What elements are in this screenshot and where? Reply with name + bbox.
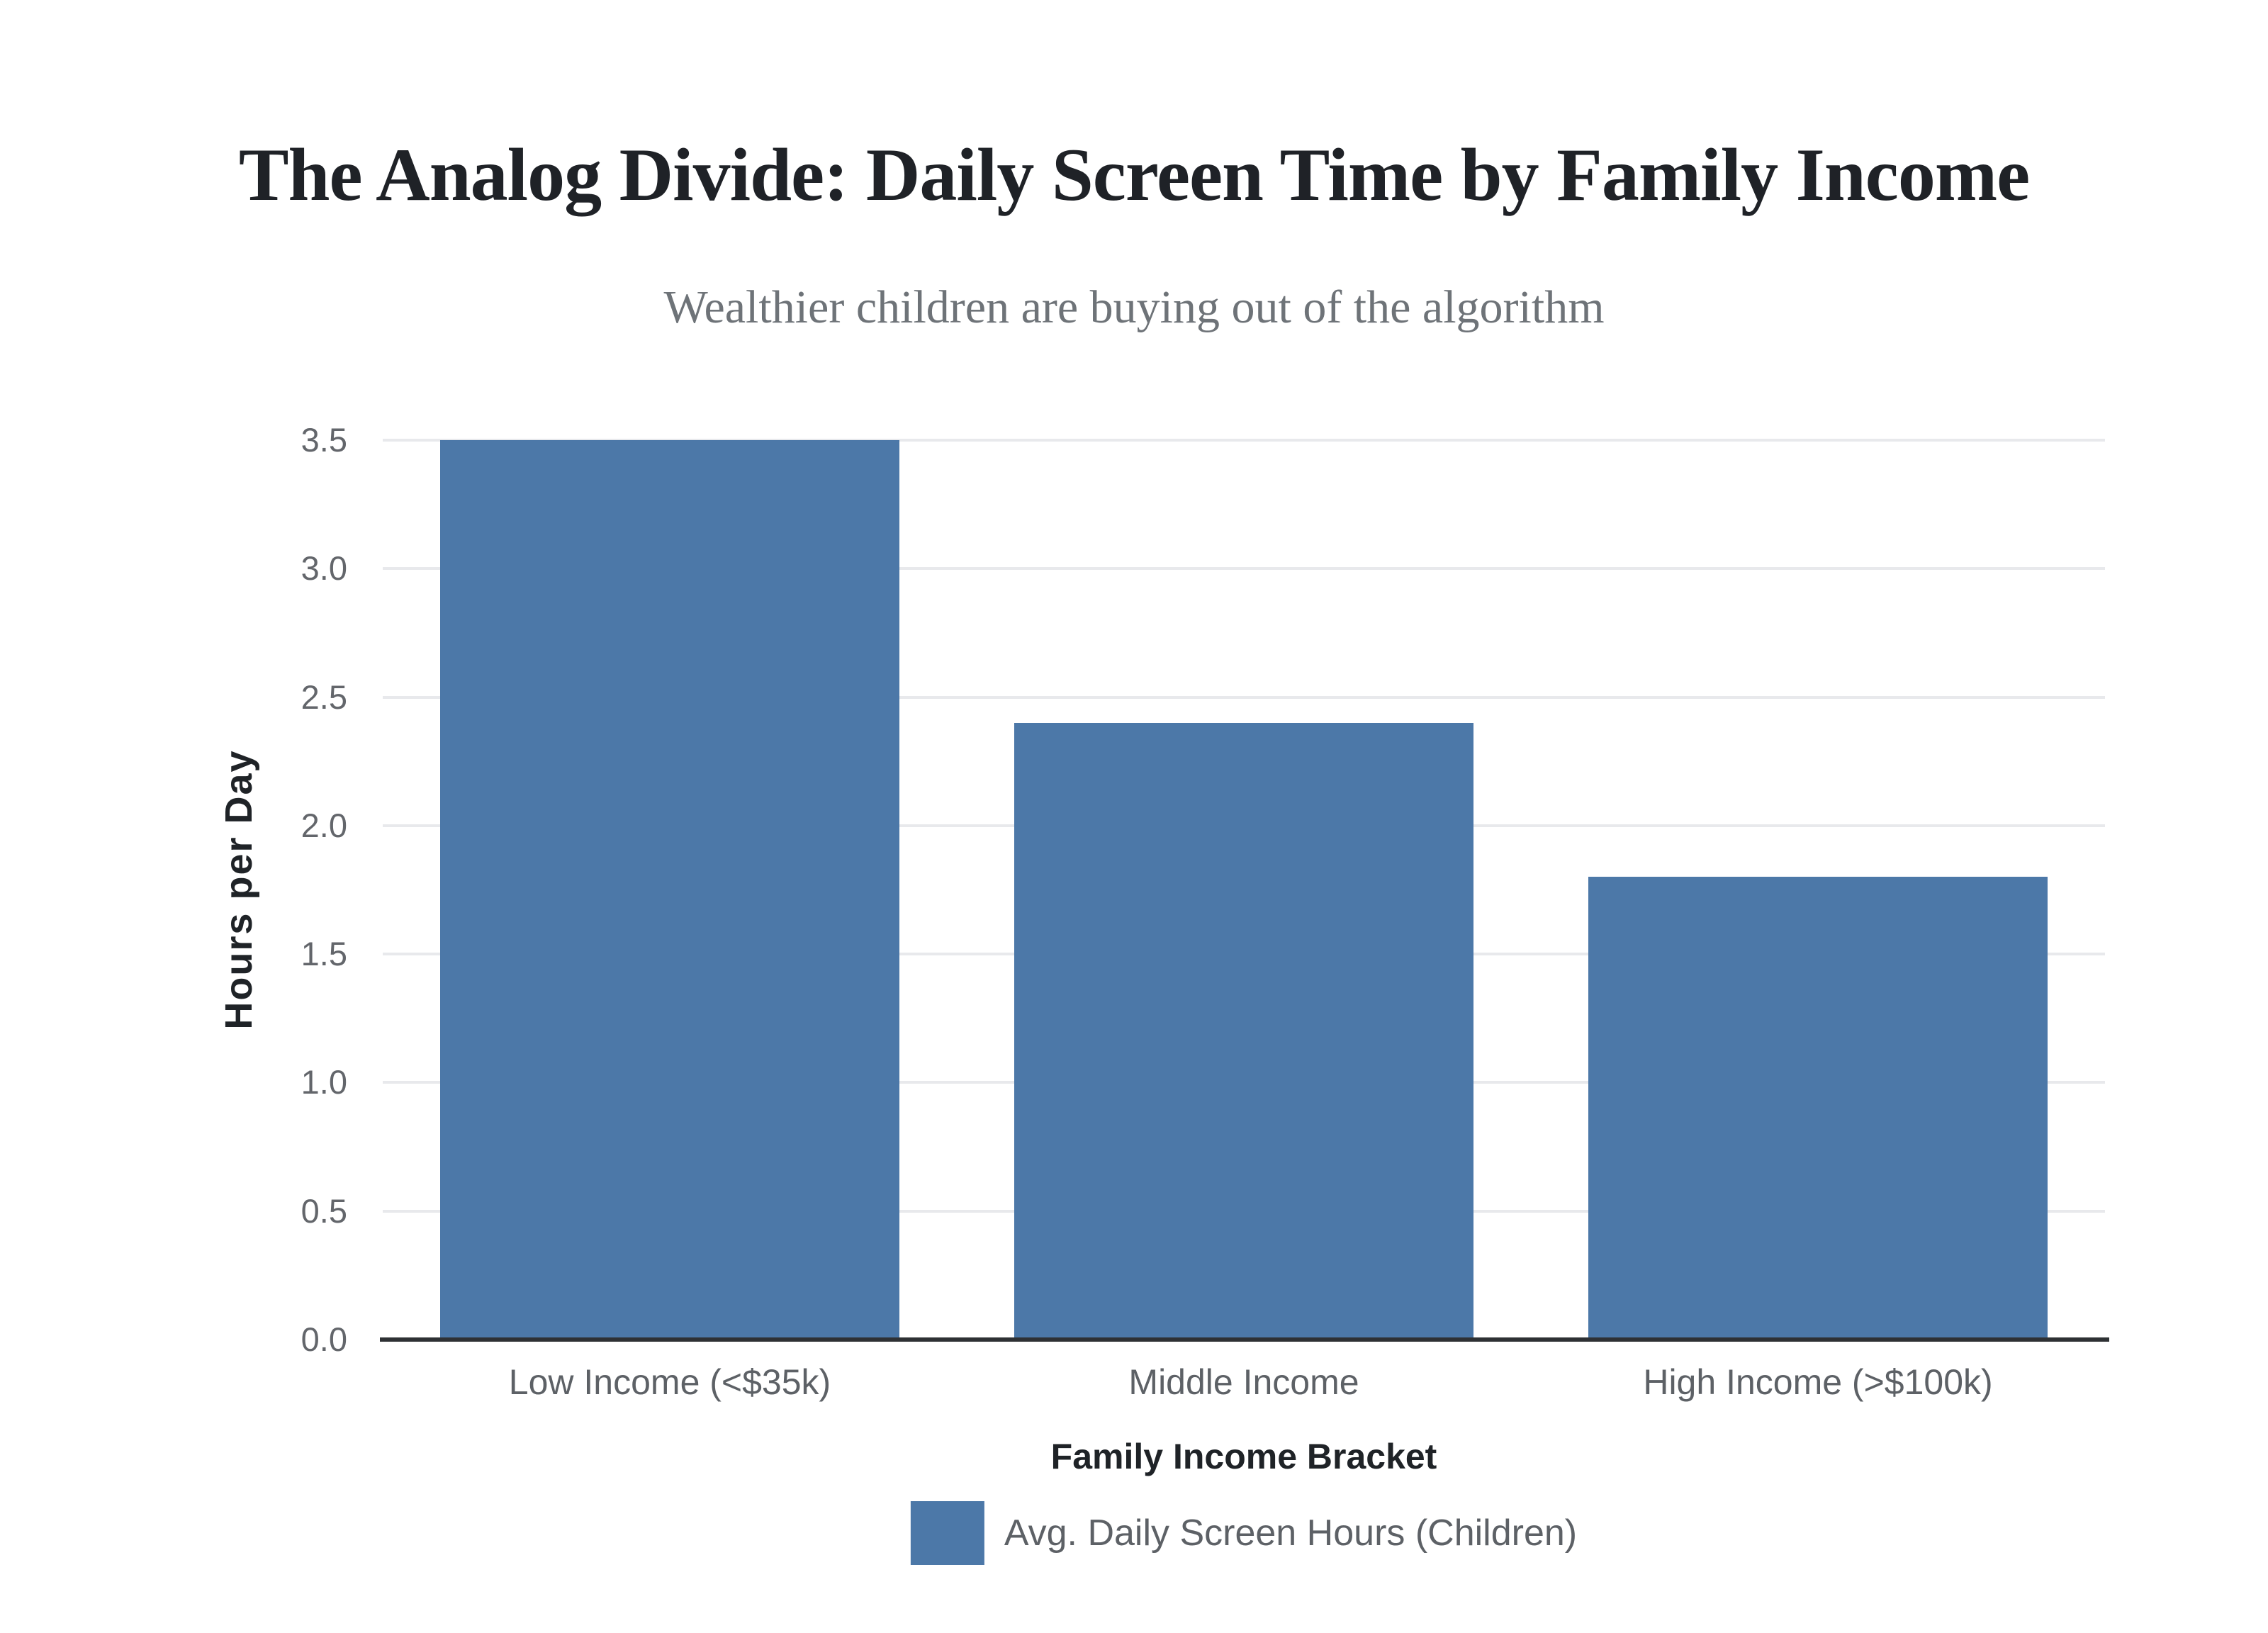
gridline-y-3.5: [383, 439, 2105, 442]
x-tick-label-1: Low Income (<$35k): [508, 1362, 831, 1402]
gridline-y-3.0: [383, 567, 2105, 571]
x-axis-line: [380, 1337, 2109, 1342]
legend-label: Avg. Daily Screen Hours (Children): [1004, 1513, 1578, 1554]
y-tick-label-0.0: 0.0: [301, 1320, 347, 1358]
y-tick-label-1.0: 1.0: [301, 1063, 347, 1101]
plot-area: [383, 439, 2105, 1340]
y-tick-label-3.5: 3.5: [301, 421, 347, 459]
y-tick-label-0.5: 0.5: [301, 1191, 347, 1230]
y-tick-label-3.0: 3.0: [301, 549, 347, 588]
x-tick-label-3: High Income (>$100k): [1643, 1362, 1993, 1402]
legend-swatch: [910, 1501, 984, 1565]
legend: Avg. Daily Screen Hours (Children): [910, 1501, 1578, 1565]
x-axis-title: Family Income Bracket: [1050, 1437, 1437, 1476]
y-tick-label-2.5: 2.5: [301, 678, 347, 716]
y-tick-label-1.5: 1.5: [301, 935, 347, 973]
bar-low-income-35k: [440, 440, 899, 1340]
chart-subtitle: Wealthier children are buying out of the…: [663, 281, 1605, 333]
y-tick-label-2.0: 2.0: [301, 806, 347, 844]
gridline-y-2.5: [383, 695, 2105, 699]
chart-title: The Analog Divide: Daily Screen Time by …: [238, 133, 2030, 216]
x-tick-label-2: Middle Income: [1128, 1362, 1359, 1402]
y-axis-title: Hours per Day: [218, 749, 260, 1030]
bar-middle-income: [1014, 722, 1473, 1340]
bar-high-income-100k: [1588, 877, 2048, 1340]
